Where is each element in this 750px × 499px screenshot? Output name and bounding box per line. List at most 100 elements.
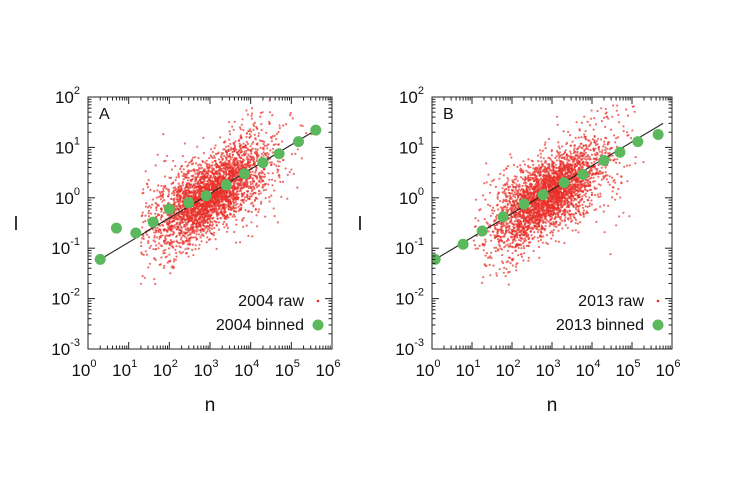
raw-point [221, 200, 224, 203]
raw-point [186, 218, 189, 221]
raw-point [168, 243, 171, 246]
raw-point [222, 148, 225, 151]
raw-point [197, 182, 200, 185]
raw-point [257, 172, 261, 175]
x-tick-label: 106 [315, 358, 340, 380]
raw-point [555, 159, 559, 162]
raw-point [193, 231, 196, 235]
raw-point [503, 192, 506, 195]
raw-point [167, 190, 171, 193]
raw-point [258, 176, 262, 179]
raw-point [226, 156, 229, 159]
raw-point [171, 224, 174, 227]
raw-point [175, 198, 178, 201]
raw-point [567, 130, 570, 134]
raw-point [614, 181, 617, 184]
raw-point [248, 128, 252, 131]
raw-point [196, 222, 199, 225]
raw-point [517, 254, 520, 257]
raw-point [199, 178, 202, 181]
raw-point [260, 200, 263, 203]
raw-point [232, 193, 236, 196]
raw-point [237, 169, 240, 172]
raw-point [158, 235, 161, 238]
raw-point [210, 171, 213, 174]
raw-point [146, 183, 149, 186]
raw-point [205, 163, 208, 166]
x-tick-base: 10 [315, 361, 334, 380]
raw-point [566, 161, 569, 164]
raw-point [235, 171, 239, 174]
raw-point [175, 251, 178, 255]
raw-point [482, 194, 485, 197]
raw-point [159, 263, 162, 266]
raw-point [501, 240, 504, 243]
raw-point [220, 169, 223, 172]
x-tick-exponent: 4 [253, 358, 259, 370]
raw-point [220, 204, 223, 207]
raw-point [525, 169, 528, 172]
raw-point [198, 243, 201, 246]
raw-point [172, 159, 175, 162]
raw-point [250, 117, 253, 120]
raw-point [177, 212, 181, 216]
raw-point [296, 148, 299, 151]
raw-point [301, 124, 304, 128]
x-tick-base: 10 [275, 361, 294, 380]
raw-point [191, 220, 194, 223]
raw-point [174, 179, 177, 182]
raw-point [183, 174, 186, 178]
raw-point [198, 202, 201, 205]
raw-point [188, 184, 192, 187]
raw-point [242, 216, 245, 220]
raw-point [584, 212, 588, 215]
raw-point [226, 162, 230, 166]
raw-point [595, 208, 598, 211]
raw-point [506, 206, 509, 209]
raw-point [212, 234, 215, 237]
raw-point [268, 196, 271, 199]
x-tick-label: 102 [153, 358, 178, 380]
raw-point [167, 193, 170, 196]
raw-point [210, 214, 213, 217]
raw-point [213, 193, 216, 196]
raw-point [275, 164, 278, 167]
raw-point [233, 147, 236, 151]
raw-point [278, 124, 281, 127]
raw-point [202, 152, 205, 155]
raw-point [199, 230, 202, 234]
raw-point [156, 236, 159, 239]
raw-point [204, 221, 207, 224]
raw-point [588, 188, 592, 191]
raw-point [182, 231, 185, 234]
raw-point [238, 164, 241, 167]
raw-point [546, 242, 550, 246]
raw-point [208, 213, 211, 216]
raw-point [599, 138, 603, 141]
raw-point [519, 167, 523, 170]
raw-point [220, 154, 223, 157]
raw-point [217, 168, 220, 172]
raw-point [160, 210, 163, 213]
raw-point [224, 175, 227, 178]
raw-point [147, 236, 151, 239]
raw-point [254, 198, 257, 201]
raw-point [156, 153, 159, 156]
raw-point [511, 264, 514, 267]
raw-point [252, 174, 255, 177]
raw-point [184, 223, 187, 226]
raw-point [197, 207, 200, 210]
raw-point [518, 231, 521, 234]
raw-point [241, 118, 244, 121]
raw-point [590, 161, 593, 165]
raw-point [487, 173, 490, 176]
x-tick-base: 10 [234, 361, 253, 380]
raw-point [210, 164, 213, 167]
y-tick-exponent: 2 [74, 85, 80, 97]
raw-point [255, 177, 259, 180]
raw-point [174, 258, 177, 261]
raw-point [246, 113, 249, 116]
raw-point [603, 116, 606, 119]
raw-point [207, 173, 210, 176]
raw-point [200, 220, 203, 223]
